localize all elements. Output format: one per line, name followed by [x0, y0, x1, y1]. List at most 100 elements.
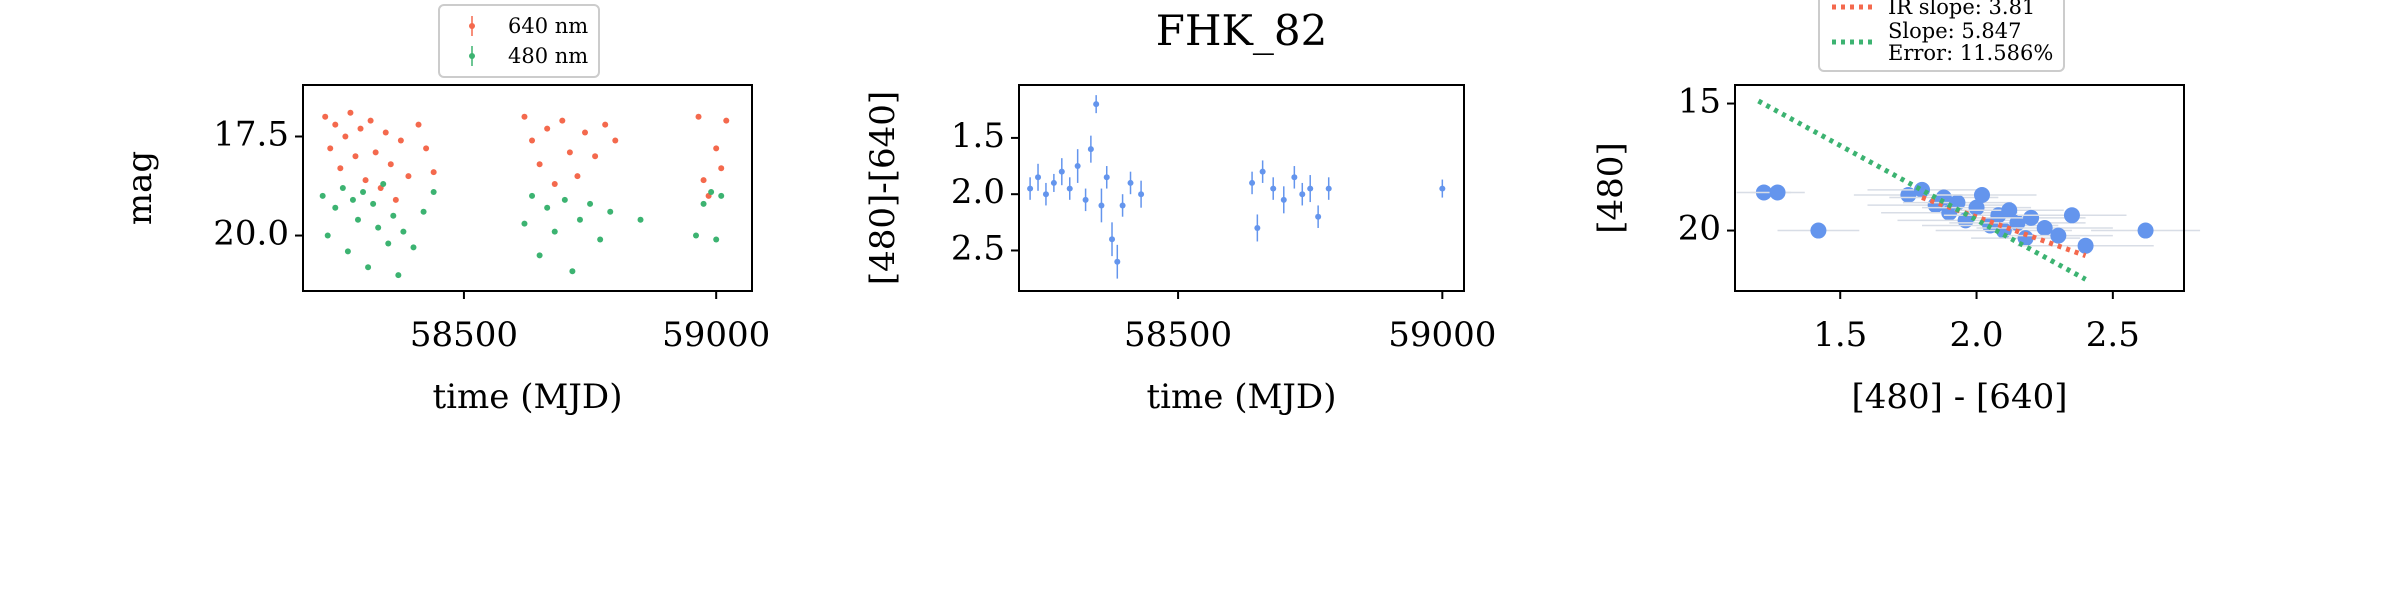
point	[395, 272, 402, 279]
point	[324, 232, 331, 239]
point	[1103, 174, 1110, 181]
point	[723, 117, 730, 124]
point	[2023, 209, 2040, 226]
y-tick-label: 2.5	[951, 228, 1005, 268]
point	[382, 129, 389, 136]
point	[536, 252, 543, 259]
legend-label: Slope: 5.847 Error: 11.586%	[1888, 19, 2054, 65]
y-axis-label: [480]	[1591, 142, 1631, 233]
point	[700, 177, 707, 184]
x-tick-label: 59000	[1388, 315, 1496, 355]
point	[1900, 186, 1917, 203]
point	[561, 196, 568, 203]
point	[1270, 185, 1277, 192]
point	[375, 224, 382, 231]
point	[1127, 179, 1134, 186]
point	[713, 145, 720, 152]
legend-item: 480 nm	[450, 42, 588, 70]
point	[1325, 185, 1332, 192]
legend-item: Slope: 5.847 Error: 11.586%	[1830, 20, 2053, 64]
point	[332, 204, 339, 211]
point	[607, 208, 614, 215]
point	[708, 188, 715, 195]
legend-swatch	[469, 46, 475, 66]
point	[1109, 236, 1116, 243]
point	[1058, 168, 1065, 175]
point	[380, 181, 387, 188]
point	[566, 149, 573, 156]
point	[612, 137, 619, 144]
legend-swatch	[1832, 4, 1872, 10]
point	[367, 117, 374, 124]
y-tick-label: 20.0	[213, 214, 289, 254]
x-axis-label: [480] - [640]	[1852, 377, 2068, 417]
x-tick-label: 58500	[1124, 315, 1232, 355]
legend: 640 nm 480 nm	[438, 4, 601, 78]
point	[693, 232, 700, 239]
point	[2137, 222, 2154, 239]
point	[327, 145, 334, 152]
point	[415, 121, 422, 128]
point	[1138, 191, 1145, 198]
point	[372, 149, 379, 156]
y-axis-label: mag	[120, 151, 160, 225]
point	[544, 204, 551, 211]
legend-label: IR slope: 3.81	[1888, 0, 2036, 19]
point	[352, 153, 359, 160]
point	[332, 121, 339, 128]
chart-title: FHK_82	[1156, 6, 1328, 55]
point	[551, 228, 558, 235]
point	[521, 220, 528, 227]
point	[1249, 179, 1256, 186]
point	[713, 236, 720, 243]
point	[587, 200, 594, 207]
point	[390, 212, 397, 219]
x-axis-label: time (MJD)	[1147, 377, 1337, 417]
y-tick-label: 15	[1678, 82, 1721, 122]
point	[339, 185, 346, 191]
y-tick-label: 20	[1678, 209, 1721, 249]
point	[423, 145, 430, 152]
point	[1093, 101, 1100, 108]
point	[1291, 174, 1298, 181]
y-tick-label: 17.5	[213, 115, 289, 155]
point	[370, 200, 377, 207]
plot-frame	[1018, 84, 1465, 292]
point	[551, 181, 558, 188]
point	[1027, 185, 1034, 192]
point	[521, 113, 528, 120]
point	[1307, 185, 1314, 192]
y-tick-label: 2.0	[951, 172, 1005, 212]
point	[354, 216, 361, 223]
point	[319, 192, 326, 199]
point	[1087, 146, 1094, 153]
point	[400, 228, 407, 235]
point	[387, 161, 394, 168]
point	[410, 244, 417, 251]
point	[1968, 199, 1985, 216]
point	[2009, 214, 2026, 231]
point	[574, 173, 581, 180]
point	[1810, 222, 1827, 239]
point	[1066, 185, 1073, 192]
point	[718, 165, 725, 172]
point	[349, 196, 356, 203]
point	[357, 125, 364, 132]
plot-frame	[1734, 84, 2185, 292]
point	[637, 216, 644, 223]
point	[342, 133, 349, 140]
point	[700, 200, 707, 207]
point	[529, 192, 536, 199]
point	[1949, 194, 1966, 211]
point	[1050, 179, 1057, 186]
plot-frame	[302, 84, 753, 292]
x-tick-label: 2.0	[1949, 315, 2003, 355]
point	[1299, 191, 1306, 198]
x-tick-label: 58500	[410, 315, 518, 355]
point	[392, 196, 399, 203]
legend: IR slope: 3.81 Slope: 5.847 Error: 11.586…	[1818, 0, 2066, 72]
x-tick-label: 59000	[662, 315, 770, 355]
x-axis-label: time (MJD)	[433, 377, 623, 417]
point	[1042, 191, 1049, 198]
